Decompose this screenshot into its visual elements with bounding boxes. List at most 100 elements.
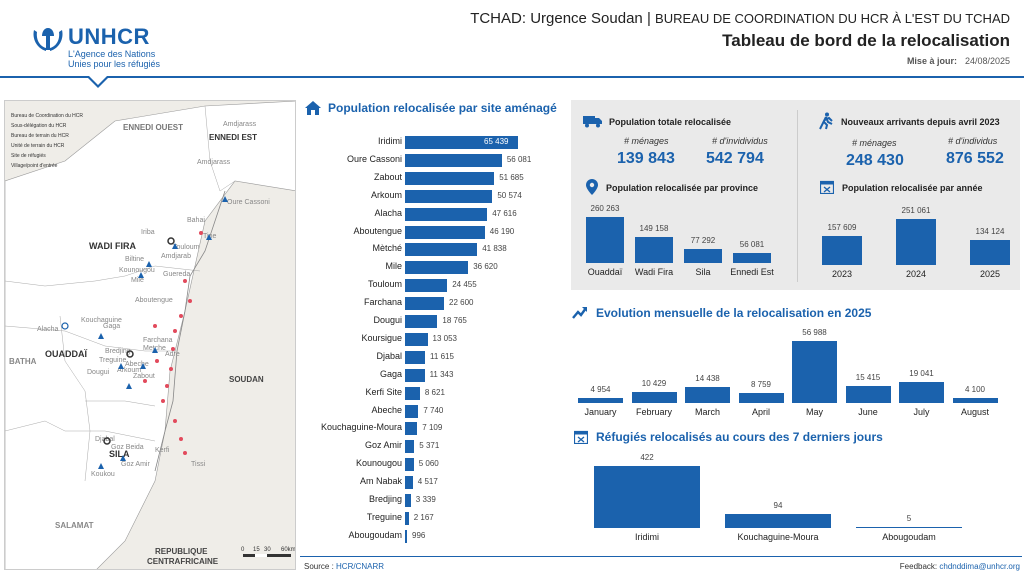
site-bar-value: 22 600 [449,298,474,308]
site-bar [405,171,495,185]
site-bar-value: 3 339 [415,495,436,504]
last7-bar-value: 422 [640,453,654,462]
monthly-bar-value: 4 954 [590,384,611,394]
site-bar-label: Arkoum [370,189,402,200]
legend-item: Bureau de terrain du HCR [11,133,69,139]
map-town-label: Arkoum [117,367,142,374]
site-bar-value: 13 053 [432,333,457,343]
site-bar-label: Mètché [372,243,402,254]
site-bar-row: Treguine 2 167 [304,510,564,527]
monthly-bar [738,393,784,403]
map-scale-label: 60km [281,547,296,553]
year-bar [822,236,862,265]
map-town-label: Zabout [133,373,155,380]
site-bar-value: 51 685 [499,172,524,182]
site-bar-row: Mètché 41 838 [304,241,564,258]
site-bar [405,332,428,346]
site-bar-value: 47 616 [492,208,517,218]
year-bar-value: 251 061 [901,206,931,215]
province-bar [733,253,771,263]
province-category-label: Sila [695,267,711,277]
page-title: TCHAD: Urgence Soudan | BUREAU DE COORDI… [470,10,1010,27]
legend-item: Sous-délégation du HCR [11,123,67,129]
monthly-bar [952,398,998,403]
monthly-category-label: August [960,407,990,417]
monthly-category-label: June [858,407,878,417]
site-bar-row: Oure Cassoni 56 081 [304,152,564,169]
source-label: Source : [304,562,334,571]
map-scale-label: 0 [241,547,245,553]
site-bar [405,458,414,472]
brand-tagline: L'Agence des Nations [68,49,156,59]
site-bar-row: Kouchaguine-Moura 7 109 [304,420,564,437]
site-bar [405,386,420,400]
legend-item: Village/point d'entrée [11,163,58,169]
year-bar-value: 134 124 [975,227,1005,237]
monthly-category-label: February [635,407,672,417]
monthly-bar-value: 8 759 [750,380,772,390]
province-bar-value: 77 292 [690,236,716,246]
kpi-total-title: Population totale relocalisée [609,117,732,127]
monthly-bar [845,386,891,403]
map-town-label: Farchana [143,337,173,344]
site-bar [405,511,409,525]
map-town-label: Adre [165,351,180,358]
map[interactable]: Bureau de Coordination du HCR Sous-délég… [4,100,296,570]
map-town-label: Kerfi [155,447,170,454]
kpi-total-households: 139 843 [617,150,675,167]
site-bar [405,297,445,311]
site-bar-row: Goz Amir 5 371 [304,438,564,455]
site-bar-value: 5 371 [419,441,440,451]
site-bar-value: 18 765 [442,316,467,325]
map-town-label: Amdjarass [223,121,257,128]
last7-bar [594,466,700,528]
header-divider [0,76,1024,78]
last7-category-label: Iridimi [635,532,659,542]
map-town-label: Kounougou [119,267,155,274]
map-scale-label: 30 [264,547,271,553]
monthly-category-label: July [913,407,930,417]
update-label: Mise à jour: [906,56,957,66]
site-bar-row: Farchana 22 600 [304,295,564,312]
site-bar-row: Abougoudam 996 [304,528,564,545]
year-bar [970,240,1010,265]
site-bar-row: Arkoum 50 574 [304,188,564,205]
monthly-category-label: January [584,407,617,417]
site-bar-label: Dougui [373,315,402,325]
feedback-email[interactable]: chdnddima@unhcr.org [939,562,1020,571]
map-town-label: Bahai [187,217,205,224]
province-bar [684,249,722,263]
map-town-label: Amdjarab [161,253,191,260]
site-bar-label: Djabal [376,350,402,361]
kpi-new-households: 248 430 [846,152,904,169]
location-pin-icon [586,179,598,195]
monthly-bar [899,382,944,403]
site-bar-row: Bredjing 3 339 [304,492,564,509]
site-bar [405,153,502,167]
site-bar-row: Alacha 47 616 [304,206,564,223]
kpi-divider [797,110,798,282]
monthly-bar [631,391,677,403]
map-town-label: Koukou [91,471,115,478]
site-bar-label: Kounougou [355,458,402,469]
province-bar-value: 260 263 [590,204,620,213]
site-bar-value: 46 190 [489,226,515,236]
title-separator: | [646,10,651,27]
site-bar [405,189,493,203]
province-category-label: Ouaddaï [587,267,623,277]
year-category-label: 2023 [831,269,853,279]
province-bar [586,217,624,263]
map-town-label: Dougui [87,369,110,376]
site-bar-row: Kerfi Site 8 621 [304,385,564,402]
monthly-bar [792,341,837,403]
kpi-new-individuals-label: # d'individus [948,136,998,146]
map-town-label: Guereda [163,271,191,278]
header: UNHCR L'Agence des Nations Unies pour le… [0,0,1024,76]
map-town-label: Goz Beida [111,444,144,451]
monthly-bar [578,397,623,403]
year-bar-value: 157 609 [827,223,857,233]
site-bar-row: Koursigue 13 053 [304,331,564,348]
map-region-label: ENNEDI EST [209,133,258,142]
site-bar-value: 56 081 [506,154,532,164]
map-region-label: CENTRAFRICAINE [147,557,219,566]
